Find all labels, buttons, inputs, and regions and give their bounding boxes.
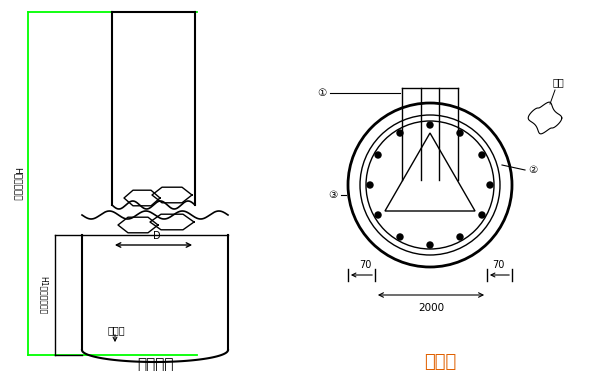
Circle shape [427, 242, 433, 248]
Circle shape [479, 152, 485, 158]
Circle shape [479, 212, 485, 218]
Text: 2000: 2000 [418, 303, 444, 313]
Text: D: D [153, 231, 161, 241]
Circle shape [457, 130, 463, 136]
Circle shape [375, 152, 381, 158]
Text: ③: ③ [329, 190, 338, 200]
Text: 焊接: 焊接 [552, 77, 564, 87]
Text: H（桩身长）: H（桩身长） [12, 167, 21, 200]
Circle shape [427, 122, 433, 128]
Circle shape [375, 212, 381, 218]
Circle shape [457, 234, 463, 240]
Text: 桩身大样: 桩身大样 [137, 358, 173, 371]
Text: 桩截面: 桩截面 [424, 353, 456, 371]
Text: H1（入岩深度）: H1（入岩深度） [39, 276, 47, 314]
Circle shape [367, 182, 373, 188]
Circle shape [397, 234, 403, 240]
Text: ②: ② [528, 165, 538, 175]
Text: 70: 70 [360, 260, 372, 270]
Text: 70: 70 [492, 260, 504, 270]
Text: 持力层: 持力层 [108, 325, 126, 335]
Text: ①: ① [318, 88, 327, 98]
Circle shape [487, 182, 493, 188]
Circle shape [397, 130, 403, 136]
